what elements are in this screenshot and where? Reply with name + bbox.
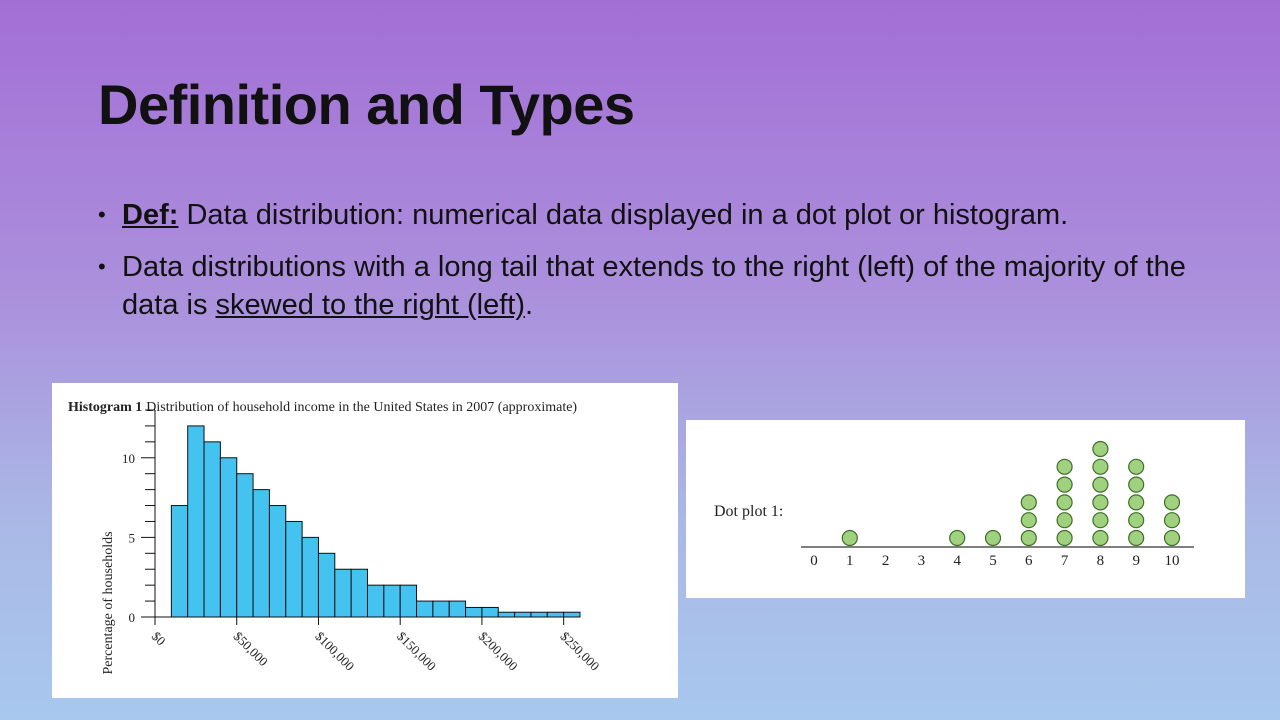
histogram-bar	[563, 611, 581, 618]
dot-plot-dot	[1020, 512, 1037, 529]
histogram-bar	[301, 536, 319, 618]
dot-plot-dot	[1128, 512, 1145, 529]
histogram-chart: Histogram 1 Distribution of household inc…	[68, 400, 603, 675]
histogram-x-tick-label: $200,000	[476, 629, 521, 674]
histogram-bar	[285, 520, 303, 618]
dot-plot-dot	[1056, 494, 1073, 511]
dot-plot-tick-label: 8	[1097, 553, 1105, 569]
histogram-y-axis-label: Percentage of households	[101, 531, 116, 674]
histogram-x-tick-label: $250,000	[558, 629, 603, 674]
dot-plot-tick-label: 3	[918, 553, 926, 569]
dot-plot-dot	[1056, 529, 1073, 547]
histogram-bar	[252, 489, 270, 618]
dot-plot-dot	[1092, 512, 1109, 529]
histogram-bar	[465, 606, 483, 618]
dot-plot-tick-label: 6	[1025, 553, 1033, 569]
histogram-bar	[350, 568, 368, 618]
dot-plot-tick-label: 2	[882, 553, 890, 569]
dot-plot-dot	[1020, 494, 1037, 511]
skew-text-before: Data distributions with a long tail that…	[122, 251, 1186, 321]
histogram-bar	[399, 584, 418, 618]
histogram-title-bold: Histogram 1	[68, 400, 142, 415]
dot-plot-dot	[1056, 512, 1073, 529]
histogram-bar	[203, 441, 221, 618]
dot-plot-dot	[1163, 529, 1181, 547]
dot-plot-dot	[949, 529, 966, 547]
dot-plot-dot	[1092, 476, 1109, 493]
dot-plot-dot	[1128, 529, 1145, 547]
dot-plot-dot	[1092, 440, 1109, 458]
dot-plot-tick-label: 7	[1061, 553, 1069, 569]
histogram-bar	[317, 552, 336, 618]
histogram-bar	[432, 600, 450, 618]
histogram-bar	[383, 584, 401, 618]
histogram-bar	[170, 505, 189, 618]
dot-plot-dot	[841, 529, 858, 547]
dot-plot-dot	[1056, 476, 1073, 493]
histogram-x-tick-label: $50,000	[231, 629, 271, 669]
definition-text: Data distribution: numerical data displa…	[178, 199, 1069, 231]
dot-plot-dot	[1092, 529, 1109, 547]
dot-plot-dot	[1128, 494, 1145, 511]
dot-plot-dot	[984, 529, 1002, 547]
dot-plot-dot	[1163, 512, 1181, 529]
definition-term: Def:	[122, 199, 179, 231]
histogram-bar	[497, 611, 516, 618]
dot-plot-dot	[1128, 476, 1145, 493]
dot-plot-chart: Dot plot 1: 0 1 2 3 4 5 6 7 8 9 10	[714, 440, 1194, 569]
bullet-list: • Def: Data distribution: numerical data …	[98, 196, 1188, 338]
skew-term: skewed to the right (left)	[215, 289, 525, 321]
histogram-bar	[481, 606, 499, 618]
histogram-y-tick-label: 10	[122, 451, 135, 466]
bullet-skew: • Data distributions with a long tail tha…	[98, 248, 1188, 324]
histogram-bar	[530, 611, 548, 618]
histogram-title-text: Distribution of household income in the …	[146, 400, 577, 415]
dot-plot-dot	[1092, 494, 1109, 511]
slide-title: Definition and Types	[98, 73, 635, 136]
dot-plot-tick-label: 9	[1132, 553, 1140, 569]
dot-plot-dot	[1056, 458, 1073, 475]
histogram-bar	[334, 568, 352, 618]
histogram-bar	[236, 473, 254, 618]
histogram-bar	[187, 425, 205, 618]
skew-text-after: .	[524, 289, 534, 321]
bullet-icon: •	[98, 254, 106, 279]
dot-plot-tick-label: 1	[846, 553, 854, 569]
dot-plot-tick-label: 5	[989, 553, 997, 569]
dot-plot-tick-label: 0	[810, 553, 818, 569]
histogram-panel: Histogram 1 Distribution of household inc…	[52, 383, 678, 698]
histogram-x-tick-label: $0	[149, 629, 169, 649]
dot-plot-axis: 0 1 2 3 4 5 6 7 8 9 10	[801, 546, 1194, 569]
histogram-bar	[367, 584, 385, 618]
histogram-bar	[546, 611, 565, 618]
histogram-bar	[219, 457, 238, 618]
dot-plot-tick-label: 4	[953, 553, 961, 569]
dot-plot-dot	[1020, 529, 1037, 547]
dot-plot-title: Dot plot 1:	[714, 503, 783, 520]
bullet-icon: •	[98, 202, 106, 227]
histogram-bar	[514, 611, 532, 618]
histogram-y-tick-label: 5	[129, 530, 136, 545]
bullet-definition: • Def: Data distribution: numerical data …	[98, 196, 1188, 234]
histogram-bar	[448, 600, 467, 618]
histogram-x-tick-label: $100,000	[312, 629, 357, 674]
dotplot-panel: Dot plot 1: 0 1 2 3 4 5 6 7 8 9 10	[686, 420, 1245, 598]
dot-plot-dot	[1163, 494, 1181, 511]
histogram-title: Histogram 1 Distribution of household inc…	[68, 400, 577, 415]
dot-plot-dot	[1128, 458, 1145, 475]
dot-plot-dots	[841, 440, 1181, 547]
histogram-y-tick-label: 0	[129, 610, 136, 625]
dot-plot-tick-label: 10	[1165, 553, 1180, 569]
histogram-bar	[268, 505, 287, 618]
histogram-bars	[170, 425, 581, 618]
histogram-x-tick-label: $150,000	[394, 629, 439, 674]
dot-plot-dot	[1092, 458, 1109, 475]
histogram-bar	[416, 600, 434, 618]
